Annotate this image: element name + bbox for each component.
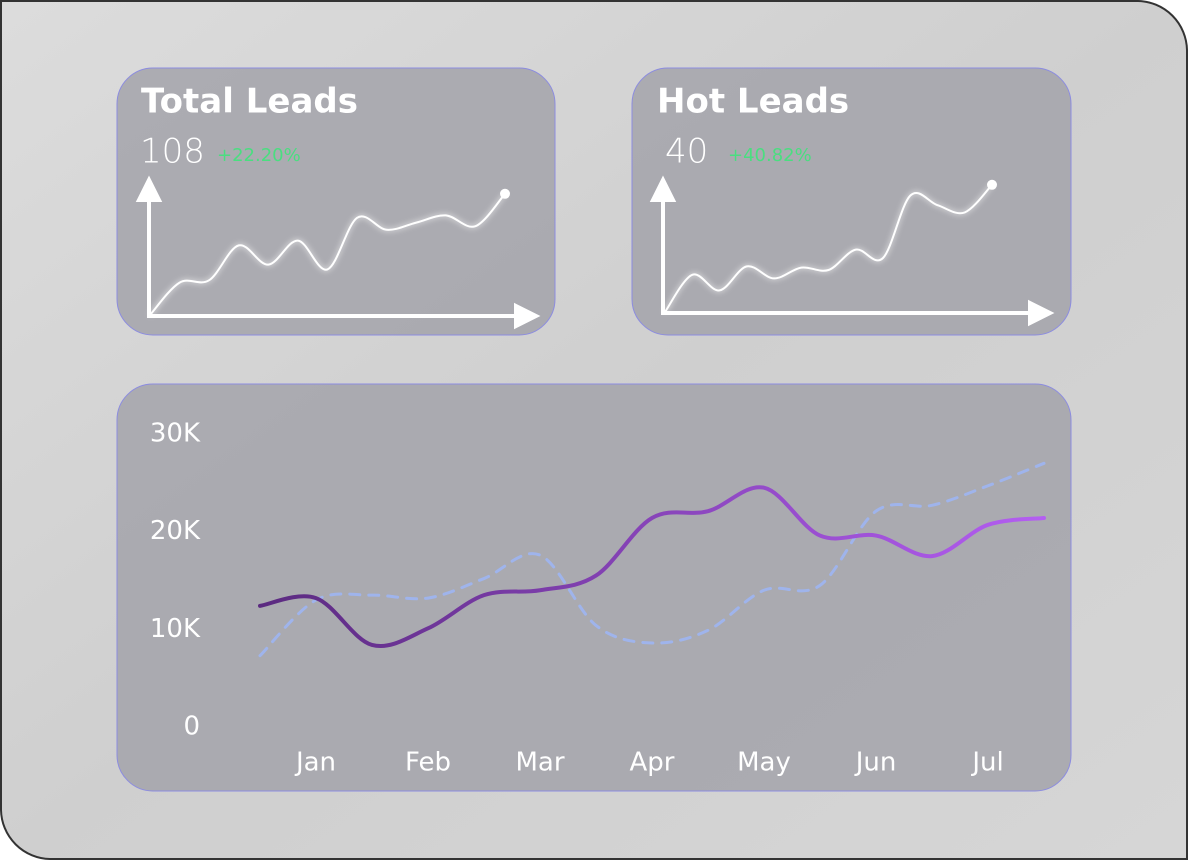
x-tick-label: Apr <box>630 748 675 778</box>
x-tick-label: Jul <box>970 748 1003 778</box>
y-tick-label: 20K <box>150 516 201 546</box>
card <box>116 67 556 336</box>
card-value: 40 <box>665 132 708 172</box>
y-tick-label: 10K <box>150 614 201 644</box>
x-tick-label: Jun <box>854 748 897 778</box>
sparkline <box>664 184 993 313</box>
card-title: Total Leads <box>141 82 358 122</box>
x-tick-label: Jan <box>294 748 336 778</box>
card-value: 108 <box>140 132 205 172</box>
card-change: +22.20% <box>217 145 301 166</box>
chart-card <box>116 383 1072 792</box>
series-line <box>258 461 1046 658</box>
x-tick-label: May <box>737 748 791 778</box>
axes <box>135 175 1055 330</box>
card-title: Hot Leads <box>657 82 849 122</box>
series-line <box>258 485 1046 649</box>
sparkline-end <box>987 179 997 190</box>
card-change: +40.82% <box>728 145 812 166</box>
y-tick-label: 0 <box>183 712 200 742</box>
x-tick-label: Mar <box>515 748 564 778</box>
sparkline-end <box>500 188 510 199</box>
x-tick-label: Feb <box>405 748 451 778</box>
sparkline <box>149 193 506 316</box>
y-tick-label: 30K <box>150 419 201 449</box>
